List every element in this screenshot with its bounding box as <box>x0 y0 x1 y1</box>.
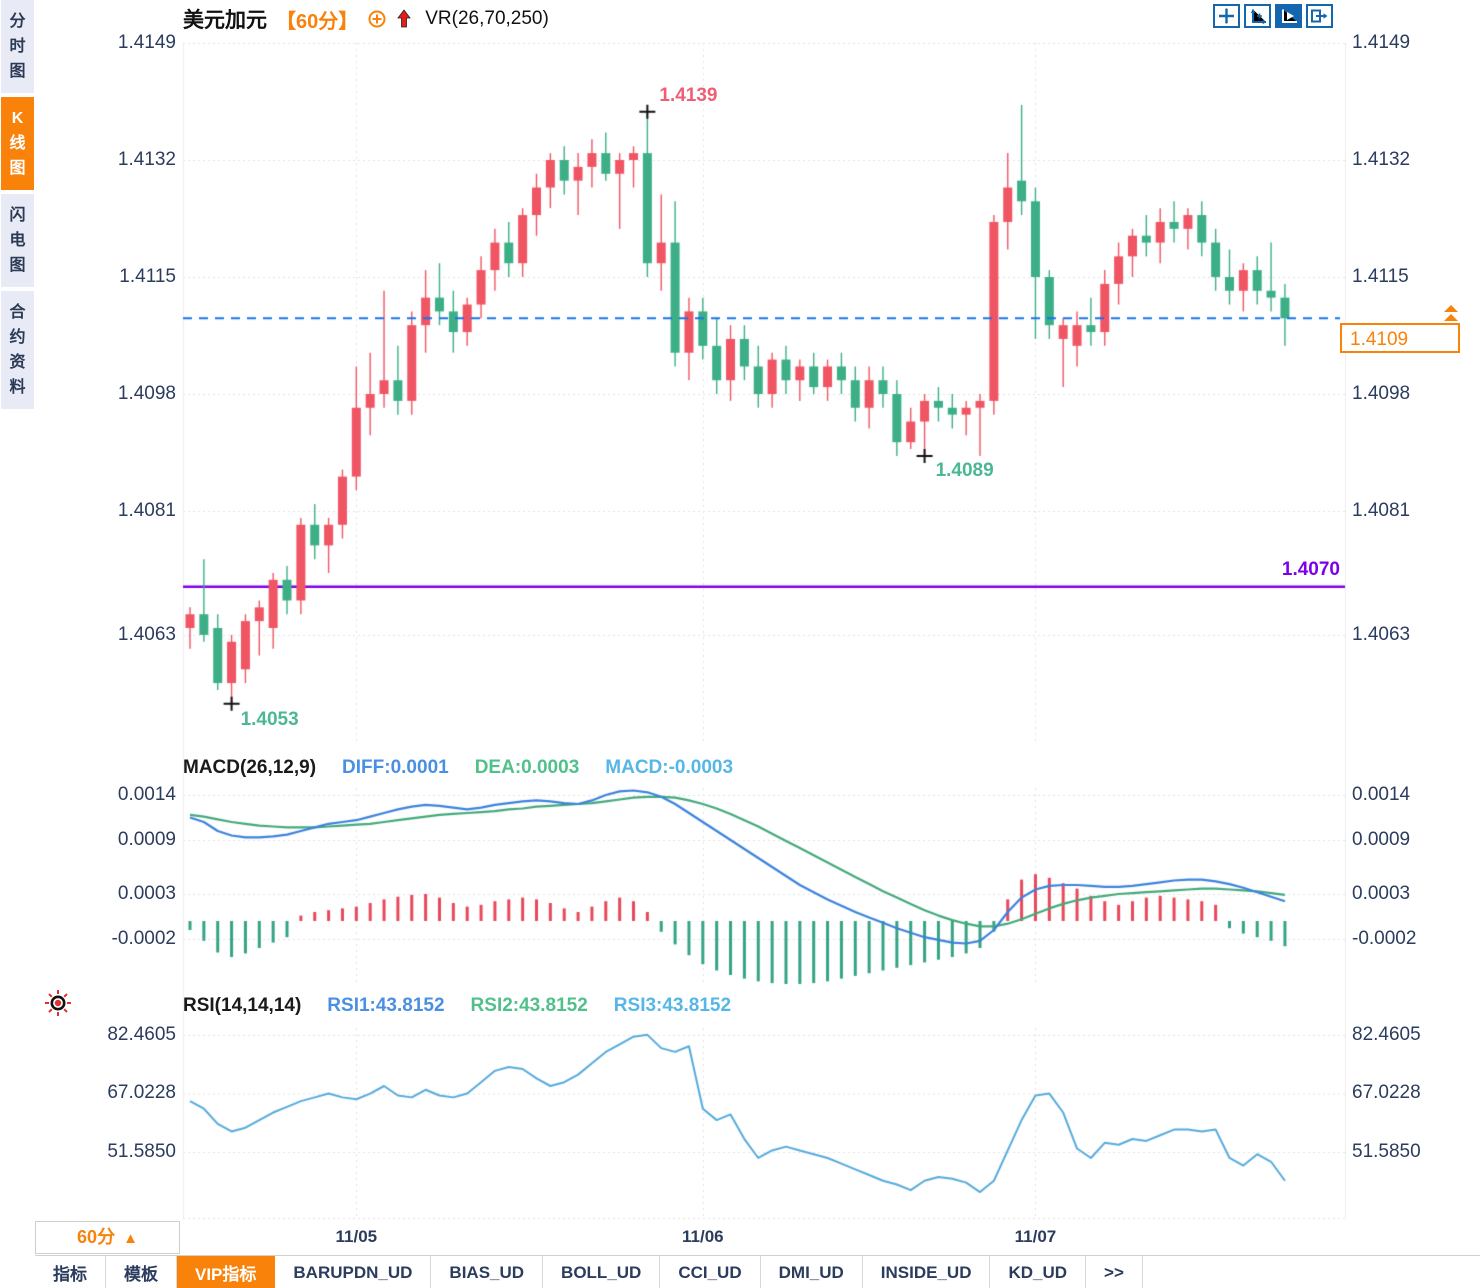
rsi-axis-label-left: 51.5850 <box>107 1140 176 1162</box>
macd-dea-value: DEA:0.0003 <box>474 757 580 778</box>
x-axis-date-label: 11/05 <box>335 1227 378 1246</box>
tab-boll[interactable]: BOLL_UD <box>543 1256 661 1288</box>
sidebar-tab-lightning-chart[interactable]: 闪电图 <box>1 194 34 287</box>
goto-latest-icon[interactable] <box>1306 4 1333 28</box>
price-axis-label-left: 1.4081 <box>117 500 176 521</box>
x-axis-date-label: 11/06 <box>682 1227 724 1246</box>
rsi-axis-label-right: 51.5850 <box>1352 1140 1421 1162</box>
macd-axis-label-right: 0.0009 <box>1352 829 1411 850</box>
tab-inside[interactable]: INSIDE_UD <box>863 1256 991 1288</box>
price-axis-label-left: 1.4149 <box>117 32 176 53</box>
low-price-annotation-2: 1.4089 <box>935 459 994 481</box>
tab-indicators[interactable]: 指标 <box>35 1256 106 1288</box>
symbol-title: 美元加元 <box>183 9 267 32</box>
add-indicator-icon[interactable] <box>367 9 387 29</box>
price-alert-marker-icon <box>1440 305 1462 335</box>
tab-vip-indicators[interactable]: VIP指标 <box>177 1256 276 1288</box>
up-arrow-icon <box>396 9 412 29</box>
rsi3-value: RSI3:43.8152 <box>613 995 732 1016</box>
auto-scroll-icon[interactable] <box>1275 4 1302 28</box>
macd-diff-value: DIFF:0.0001 <box>342 757 449 778</box>
support-line-label: 1.4070 <box>1281 558 1340 580</box>
x-axis-date-label: 11/07 <box>1014 1227 1057 1246</box>
indicator-sun-icon[interactable] <box>44 989 72 1022</box>
pan-tool-icon[interactable] <box>1213 4 1240 28</box>
period-selector[interactable]: 60分 ▲ <box>35 1221 180 1254</box>
triangle-up-icon: ▲ <box>123 1230 138 1247</box>
bottom-tab-bar: 指标 模板 VIP指标 BARUPDN_UD BIAS_UD BOLL_UD CCI_UD D… <box>35 1255 1480 1288</box>
price-axis-label-right: 1.4132 <box>1352 149 1411 170</box>
rsi-axis-label-right: 82.4605 <box>1352 1024 1421 1045</box>
macd-axis-label-left: -0.0002 <box>111 928 176 949</box>
rsi-title: RSI(14,14,14) <box>183 995 302 1016</box>
tab-dmi[interactable]: DMI_UD <box>761 1256 863 1288</box>
rsi-axis-label-left: 67.0228 <box>107 1082 176 1104</box>
tab-templates[interactable]: 模板 <box>106 1256 177 1288</box>
rsi-header: RSI(14,14,14) RSI1:43.8152 RSI2:43.8152 … <box>183 995 731 1017</box>
price-axis-label-right: 1.4098 <box>1352 383 1411 404</box>
macd-macd-value: MACD:-0.0003 <box>605 757 734 778</box>
overlay-indicator-label: VR(26,70,250) <box>425 8 549 29</box>
price-axis-label-right: 1.4115 <box>1352 266 1409 287</box>
tab-bias[interactable]: BIAS_UD <box>431 1256 544 1288</box>
chart-toolbar <box>1213 4 1333 28</box>
macd-axis-label-right: -0.0002 <box>1352 928 1417 949</box>
macd-title: MACD(26,12,9) <box>183 757 317 778</box>
rsi-axis-label-right: 67.0228 <box>1352 1082 1421 1104</box>
price-axis-label-right: 1.4063 <box>1352 623 1411 645</box>
tab-more[interactable]: >> <box>1086 1256 1143 1288</box>
title-bar: 美元加元 【60分】 VR(26,70,250) <box>183 4 549 34</box>
macd-axis-label-left: 0.0003 <box>117 883 176 904</box>
tab-barupdn[interactable]: BARUPDN_UD <box>275 1256 432 1288</box>
price-axis-label-right: 1.4081 <box>1352 500 1411 521</box>
period-badge[interactable]: 【60分】 <box>276 10 359 33</box>
tab-cci[interactable]: CCI_UD <box>660 1256 761 1288</box>
price-axis-label-left: 1.4063 <box>117 623 176 645</box>
current-price-tag: 1.4109 <box>1340 305 1460 354</box>
low-price-annotation-1: 1.4053 <box>240 708 299 730</box>
tab-kd[interactable]: KD_UD <box>990 1256 1087 1288</box>
sidebar-tab-contract-info[interactable]: 合约资料 <box>1 291 34 409</box>
price-axis-label-left: 1.4132 <box>117 149 176 170</box>
high-price-annotation: 1.4139 <box>659 84 718 106</box>
period-selector-label: 60分 <box>77 1227 116 1247</box>
price-axis-label-left: 1.4098 <box>117 383 176 404</box>
sidebar-tab-time-chart[interactable]: 分时图 <box>1 0 34 93</box>
macd-axis-label-right: 0.0003 <box>1352 883 1411 904</box>
rsi1-value: RSI1:43.8152 <box>327 995 445 1016</box>
rsi-axis-label-left: 82.4605 <box>107 1024 176 1045</box>
macd-axis-label-left: 0.0014 <box>117 784 176 805</box>
axis-scale-icon[interactable] <box>1244 4 1271 28</box>
price-axis-label-left: 1.4115 <box>119 266 176 287</box>
macd-axis-label-right: 0.0014 <box>1352 784 1411 805</box>
macd-axis-label-left: 0.0009 <box>117 829 176 850</box>
rsi2-value: RSI2:43.8152 <box>470 995 588 1016</box>
macd-header: MACD(26,12,9) DIFF:0.0001 DEA:0.0003 MAC… <box>183 757 733 779</box>
price-axis-label-right: 1.4149 <box>1352 32 1411 53</box>
